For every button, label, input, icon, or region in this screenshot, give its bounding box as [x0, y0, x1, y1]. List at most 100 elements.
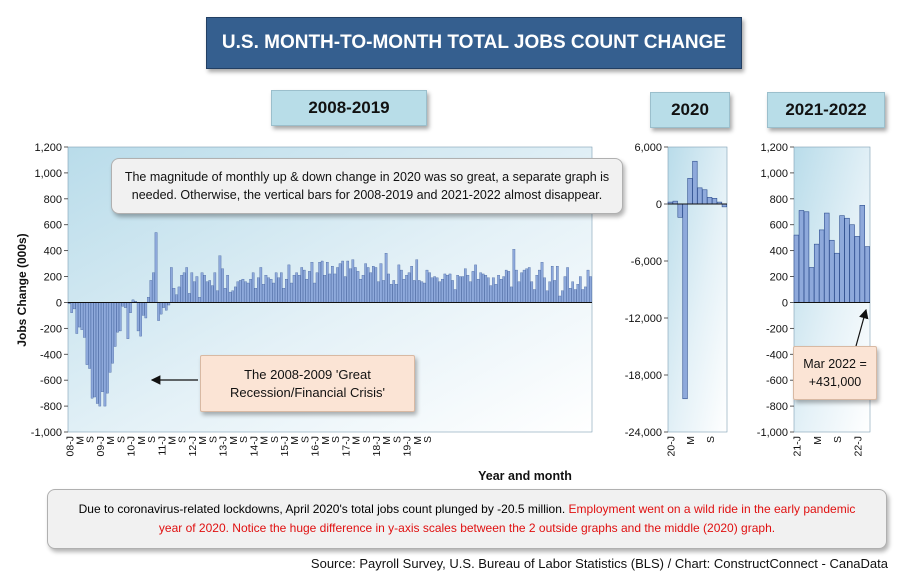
bar	[819, 229, 825, 303]
bar	[106, 302, 109, 394]
x-tick-label: 17-J	[340, 436, 352, 456]
y-tick-label: -800	[40, 401, 62, 413]
bar	[172, 288, 176, 303]
panel-label-2020: 2020	[650, 92, 730, 128]
y-tick-label: 1,200	[34, 142, 62, 154]
bar	[364, 263, 367, 303]
bar	[423, 282, 426, 303]
bar	[389, 284, 393, 303]
bar	[198, 297, 201, 303]
bar	[415, 259, 419, 303]
bar	[474, 264, 477, 303]
bar	[359, 278, 362, 303]
bar	[231, 290, 234, 303]
bottom-note: Due to coronavirus-related lockdowns, Ap…	[47, 489, 887, 549]
bar	[147, 297, 150, 303]
bar	[72, 302, 76, 310]
x-tick-label: 22-J	[852, 436, 864, 456]
bar	[548, 281, 551, 303]
bar	[282, 288, 286, 303]
bar	[144, 302, 148, 319]
bar	[458, 276, 462, 303]
y-tick-label: -12,000	[625, 313, 662, 325]
bar	[75, 302, 79, 334]
bar	[315, 272, 319, 303]
bar	[292, 275, 296, 303]
bar	[154, 232, 158, 303]
bar	[568, 288, 572, 303]
bar	[510, 286, 513, 303]
bar	[395, 284, 398, 303]
x-tick-label: S	[207, 436, 219, 443]
x-tick-label: M	[289, 436, 301, 445]
bar	[103, 302, 107, 407]
bar	[453, 289, 457, 303]
bar	[108, 302, 112, 373]
bar	[448, 273, 452, 303]
bar	[545, 290, 549, 303]
x-tick-label: 18-J	[371, 436, 383, 456]
mar2022-arrow	[855, 308, 869, 347]
bar	[267, 277, 270, 303]
x-tick-label: M	[136, 436, 148, 445]
x-tick-label: S	[330, 436, 342, 443]
x-tick-label: 11-J	[156, 436, 168, 456]
x-tick-label: M	[685, 436, 697, 445]
y-tick-label: 800	[770, 194, 788, 206]
bar	[533, 289, 536, 303]
bar	[859, 205, 865, 303]
bar	[844, 217, 850, 303]
bar	[254, 288, 258, 303]
bar	[85, 302, 89, 365]
bar	[244, 281, 247, 303]
y-tick-label: -400	[766, 349, 788, 361]
bar	[839, 215, 845, 303]
bar	[522, 269, 526, 303]
bar	[535, 275, 539, 303]
y-tick-label: 1,200	[760, 142, 788, 154]
y-tick-label: -6,000	[631, 256, 662, 268]
x-tick-label: 10-J	[126, 436, 138, 456]
bar	[195, 276, 199, 303]
bar	[566, 267, 569, 303]
bar	[343, 276, 347, 303]
bar	[333, 273, 337, 303]
y-tick-label: -200	[40, 323, 62, 335]
bar	[164, 302, 168, 311]
recession-note-text: The 2008-2009 'Great Recession/Financial…	[230, 366, 385, 400]
bar	[170, 267, 173, 303]
bar	[246, 282, 250, 303]
bar	[159, 302, 163, 315]
bar	[272, 282, 275, 303]
bar	[824, 212, 830, 303]
bar	[111, 302, 114, 364]
bar	[558, 295, 562, 303]
bar	[382, 280, 385, 303]
bar	[177, 286, 181, 303]
bar	[798, 210, 805, 303]
bar	[497, 275, 500, 303]
bar	[527, 267, 531, 303]
bar	[93, 302, 96, 398]
bar	[520, 272, 523, 303]
x-tick-label: M	[228, 436, 240, 445]
bar	[149, 280, 153, 303]
bar	[290, 282, 293, 303]
y-tick-label: -800	[766, 401, 788, 413]
bar	[412, 280, 416, 303]
bar	[461, 276, 465, 303]
y-tick-label: -400	[40, 349, 62, 361]
chart-title: U.S. MONTH-TO-MONTH TOTAL JOBS COUNT CHA…	[206, 17, 742, 69]
bar	[456, 275, 459, 303]
bar	[200, 272, 204, 303]
bar	[303, 269, 306, 303]
bar	[384, 253, 388, 303]
bar	[372, 266, 375, 303]
bar	[124, 302, 127, 308]
y-tick-label: 6,000	[634, 142, 662, 154]
bar	[341, 260, 344, 303]
bar	[175, 294, 178, 303]
x-tick-label: S	[361, 436, 373, 443]
bar	[118, 302, 122, 332]
y-tick-label: -1,000	[31, 427, 62, 439]
